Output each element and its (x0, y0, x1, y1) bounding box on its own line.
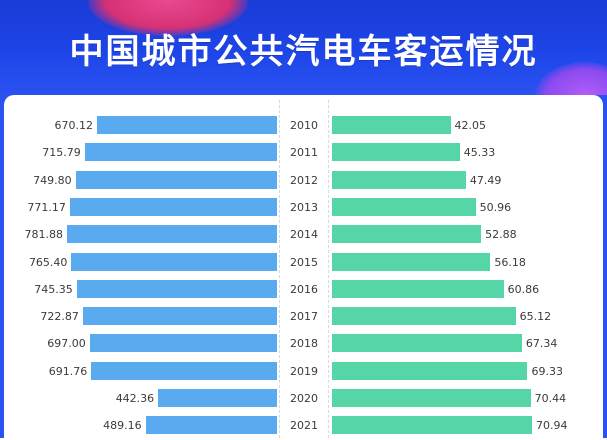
data-label-left: 489.16 (103, 419, 142, 433)
bar-left (158, 389, 277, 407)
data-label-right: 70.44 (534, 392, 567, 405)
bar-left (76, 279, 277, 298)
bar-right (332, 416, 532, 435)
chart-row: 771.17 2013 50.96 (0, 195, 607, 222)
bar-left (69, 197, 277, 216)
bar-left (71, 252, 277, 271)
data-label-left: 442.36 (115, 392, 155, 405)
chart-row: 722.87 2017 65.12 (0, 304, 607, 331)
year-label: 2020 (290, 392, 318, 405)
bar-right (332, 252, 491, 271)
chart-row: 489.16 2021 70.94 (0, 413, 607, 440)
bar-right (332, 116, 451, 134)
data-label-right: 50.96 (479, 200, 512, 214)
chart-row: 442.36 2020 70.44 (0, 386, 607, 413)
data-label-right: 65.12 (519, 310, 552, 324)
year-label: 2019 (290, 364, 318, 378)
bar-right (332, 361, 528, 380)
bar-left (91, 361, 277, 380)
data-label-right: 42.05 (454, 119, 487, 132)
data-label-left: 771.17 (27, 200, 66, 214)
bar-left (84, 143, 277, 162)
year-label: 2015 (290, 255, 318, 269)
bar-right (332, 170, 466, 189)
data-label-right: 60.86 (507, 282, 540, 296)
bar-right (332, 389, 531, 407)
chart-row: 697.00 2018 67.34 (0, 331, 607, 358)
chart-row: 781.88 2014 52.88 (0, 222, 607, 249)
data-label-left: 745.35 (34, 282, 73, 296)
data-label-right: 45.33 (463, 146, 496, 160)
bar-right (332, 334, 522, 353)
bar-left (75, 170, 277, 189)
year-label: 2012 (290, 173, 318, 187)
chart-row: 670.12 2010 42.05 (0, 113, 607, 140)
data-label-left: 781.88 (24, 228, 64, 242)
year-label: 2011 (290, 146, 318, 160)
year-column-divider (279, 100, 329, 438)
bar-right (332, 143, 460, 162)
data-label-left: 697.00 (47, 337, 86, 351)
data-label-right: 70.94 (536, 419, 568, 433)
data-label-right: 56.18 (494, 255, 526, 269)
year-label: 2021 (290, 419, 318, 433)
year-label: 2013 (290, 200, 318, 214)
data-label-right: 67.34 (525, 337, 558, 351)
bar-left (82, 307, 277, 326)
chart-row: 765.40 2015 56.18 (0, 250, 607, 277)
bar-left (97, 116, 277, 134)
bar-left (145, 416, 277, 435)
data-label-left: 670.12 (54, 119, 94, 132)
chart-row: 691.76 2019 69.33 (0, 359, 607, 386)
bar-right (332, 279, 504, 298)
year-label: 2016 (290, 282, 318, 296)
data-label-left: 722.87 (40, 310, 79, 324)
year-label: 2014 (290, 228, 318, 242)
year-label: 2017 (290, 310, 318, 324)
bar-left (89, 334, 277, 353)
data-label-left: 765.40 (28, 255, 68, 269)
data-label-right: 69.33 (531, 364, 563, 378)
data-label-left: 715.79 (42, 146, 81, 160)
bar-right (332, 307, 516, 326)
page-title: 中国城市公共汽电车客运情况 (69, 32, 538, 72)
chart-row: 715.79 2011 45.33 (0, 140, 607, 167)
bar-left (67, 225, 277, 244)
bar-right (332, 197, 476, 216)
year-label: 2018 (290, 337, 318, 351)
data-label-left: 749.80 (33, 173, 72, 187)
chart-row: 745.35 2016 60.86 (0, 277, 607, 304)
data-label-right: 47.49 (469, 173, 502, 187)
data-label-left: 691.76 (48, 364, 88, 378)
data-label-right: 52.88 (485, 228, 517, 242)
bar-right (332, 225, 482, 244)
year-label: 2010 (290, 119, 318, 132)
header-banner: 中国城市公共汽电车客运情况 (0, 0, 607, 95)
chart-row: 749.80 2012 47.49 (0, 168, 607, 195)
